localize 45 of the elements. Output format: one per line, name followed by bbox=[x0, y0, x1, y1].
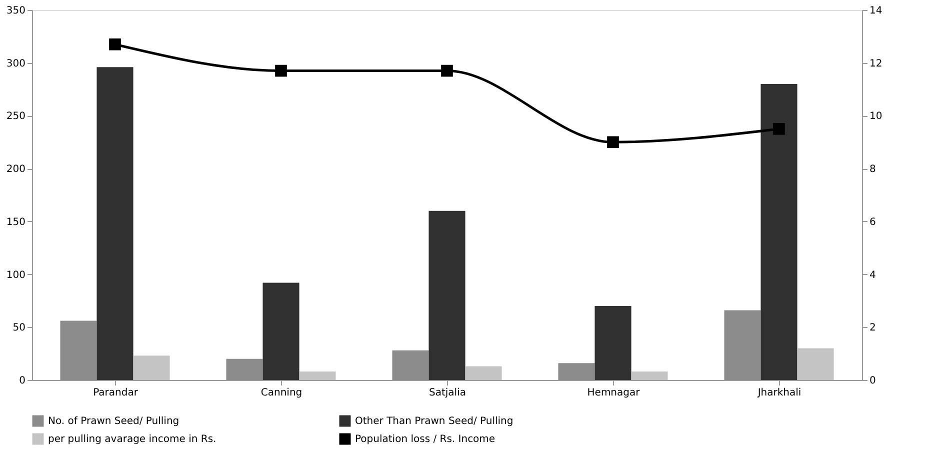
y2-tick-label: 0 bbox=[870, 376, 876, 386]
bar bbox=[631, 372, 668, 380]
point bbox=[275, 64, 287, 77]
point bbox=[109, 38, 121, 50]
bar bbox=[428, 210, 466, 380]
bar bbox=[60, 320, 97, 380]
y2-tick-label: 2 bbox=[870, 322, 876, 334]
bar bbox=[760, 84, 798, 380]
y2-tick-label: 6 bbox=[870, 216, 876, 228]
legend-label: per pulling avarage income in Rs. bbox=[48, 434, 216, 445]
y-tick-label: 100 bbox=[6, 270, 26, 281]
bar bbox=[558, 363, 595, 380]
y-tick-label: 350 bbox=[6, 6, 26, 16]
legend-label: Population loss / Rs. Income bbox=[355, 434, 496, 445]
point bbox=[607, 136, 619, 148]
y2-tick-label: 14 bbox=[870, 6, 882, 16]
y2-tick-label: 10 bbox=[870, 111, 882, 122]
x-tick-label: Canning bbox=[260, 388, 302, 398]
x-tick-label: Parandar bbox=[93, 388, 139, 398]
y2-tick-label: 12 bbox=[870, 58, 882, 70]
bar bbox=[226, 358, 263, 380]
y-tick-label: 50 bbox=[12, 322, 26, 334]
y2-tick-label: 4 bbox=[870, 270, 876, 281]
bar bbox=[392, 350, 429, 380]
x-tick-label: Hemnagar bbox=[587, 388, 641, 398]
bar bbox=[797, 348, 834, 380]
bar bbox=[299, 372, 336, 380]
bar bbox=[724, 310, 761, 380]
y-tick-label: 0 bbox=[19, 376, 26, 386]
bar bbox=[465, 366, 502, 380]
bar bbox=[594, 306, 632, 380]
y-tick-label: 150 bbox=[6, 216, 26, 228]
bar bbox=[133, 356, 170, 380]
bar bbox=[96, 67, 134, 380]
legend-label: Other Than Prawn Seed/ Pulling bbox=[355, 416, 514, 427]
y-tick-label: 250 bbox=[6, 111, 26, 122]
x-tick-label: Satjalia bbox=[429, 388, 466, 398]
legend-label: No. of Prawn Seed/ Pulling bbox=[48, 416, 180, 427]
x-tick-label: Jharkhali bbox=[756, 388, 802, 398]
point bbox=[441, 64, 453, 77]
y-tick-label: 200 bbox=[6, 164, 26, 176]
bar bbox=[262, 282, 300, 380]
y2-tick-label: 8 bbox=[870, 164, 876, 176]
y-tick-label: 300 bbox=[6, 58, 26, 70]
point bbox=[773, 123, 785, 135]
